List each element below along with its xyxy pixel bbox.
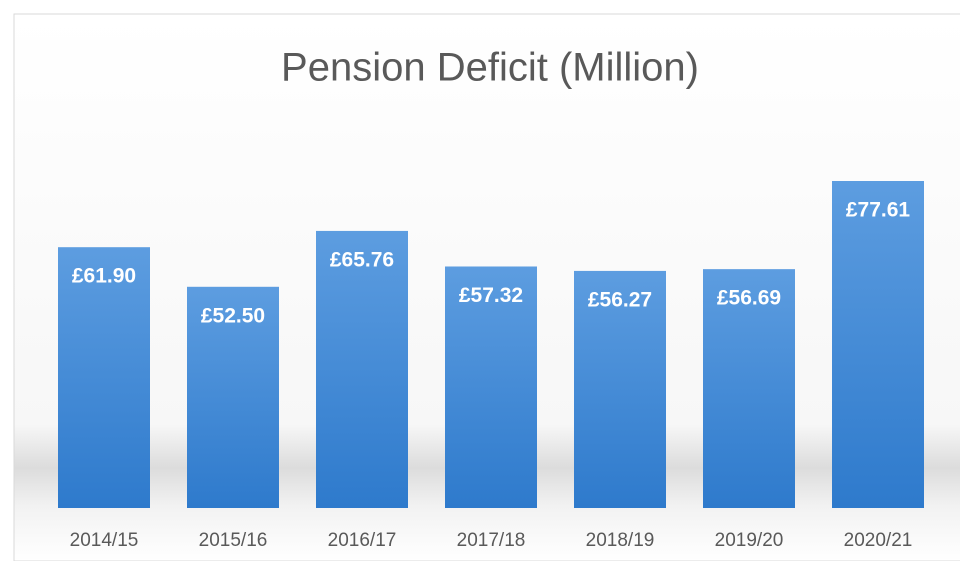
x-tick-label: 2016/17 (328, 530, 397, 551)
x-tick-label: 2015/16 (199, 530, 268, 551)
bar (445, 266, 537, 508)
x-tick-label: 2018/19 (586, 530, 655, 551)
data-label: £56.27 (588, 288, 652, 311)
data-label: £56.69 (717, 287, 781, 310)
bar (187, 286, 279, 508)
bar (574, 270, 666, 508)
data-label: £65.76 (330, 248, 394, 271)
data-label: £57.32 (459, 284, 523, 307)
x-tick-label: 2017/18 (457, 530, 526, 551)
x-tick-label: 2019/20 (715, 530, 784, 551)
x-tick-label: 2014/15 (70, 530, 139, 551)
bar (832, 181, 924, 508)
x-tick-label: 2020/21 (844, 530, 913, 551)
data-label: £77.61 (846, 199, 911, 222)
bar (58, 247, 150, 508)
chart-title: Pension Deficit (Million) (281, 46, 699, 90)
bar (316, 230, 408, 509)
bar (703, 269, 795, 508)
data-label: £61.90 (72, 265, 136, 288)
data-label: £52.50 (201, 304, 265, 327)
